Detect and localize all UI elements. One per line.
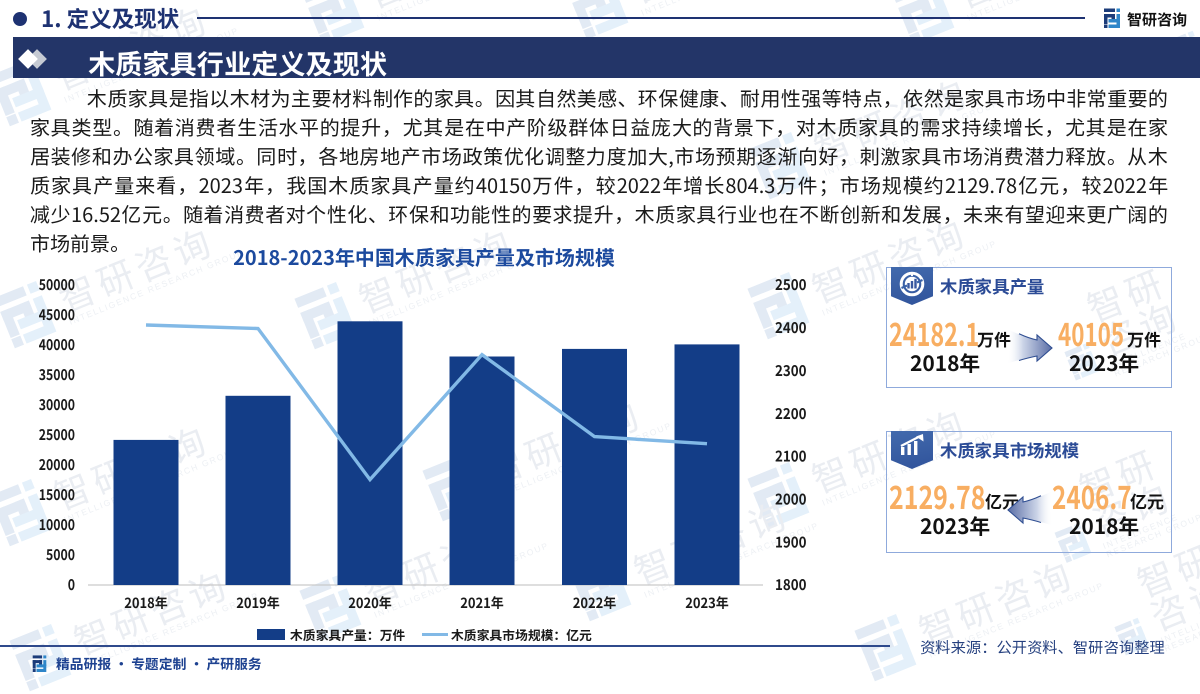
svg-text:2020年: 2020年 — [348, 593, 392, 613]
svg-text:2023年: 2023年 — [685, 593, 729, 613]
svg-text:45000: 45000 — [39, 304, 75, 325]
svg-text:2200: 2200 — [775, 403, 807, 424]
svg-text:50000: 50000 — [39, 274, 75, 295]
svg-text:30000: 30000 — [39, 394, 75, 415]
svg-text:木质家具产量：万件: 木质家具产量：万件 — [289, 625, 405, 644]
svg-text:2018-2023年中国木质家具产量及市场规模: 2018-2023年中国木质家具产量及市场规模 — [233, 242, 615, 271]
svg-text:2018年: 2018年 — [124, 593, 168, 613]
svg-text:25000: 25000 — [39, 424, 75, 445]
svg-text:2300: 2300 — [775, 360, 807, 381]
svg-text:15000: 15000 — [39, 484, 75, 505]
svg-text:1900: 1900 — [775, 531, 807, 552]
svg-text:10000: 10000 — [39, 514, 75, 535]
svg-text:2400: 2400 — [775, 317, 807, 338]
svg-text:2100: 2100 — [775, 446, 807, 467]
svg-text:2022年: 2022年 — [573, 593, 617, 613]
svg-text:2000: 2000 — [775, 489, 807, 510]
svg-text:35000: 35000 — [39, 364, 75, 385]
svg-text:2500: 2500 — [775, 274, 807, 295]
svg-text:0: 0 — [68, 574, 75, 595]
svg-text:1800: 1800 — [775, 574, 807, 595]
svg-text:20000: 20000 — [39, 454, 75, 475]
svg-text:2021年: 2021年 — [460, 593, 504, 613]
svg-text:5000: 5000 — [46, 544, 75, 565]
svg-text:2019年: 2019年 — [236, 593, 280, 613]
svg-text:40000: 40000 — [39, 334, 75, 355]
svg-text:木质家具市场规模：亿元: 木质家具市场规模：亿元 — [450, 625, 592, 644]
